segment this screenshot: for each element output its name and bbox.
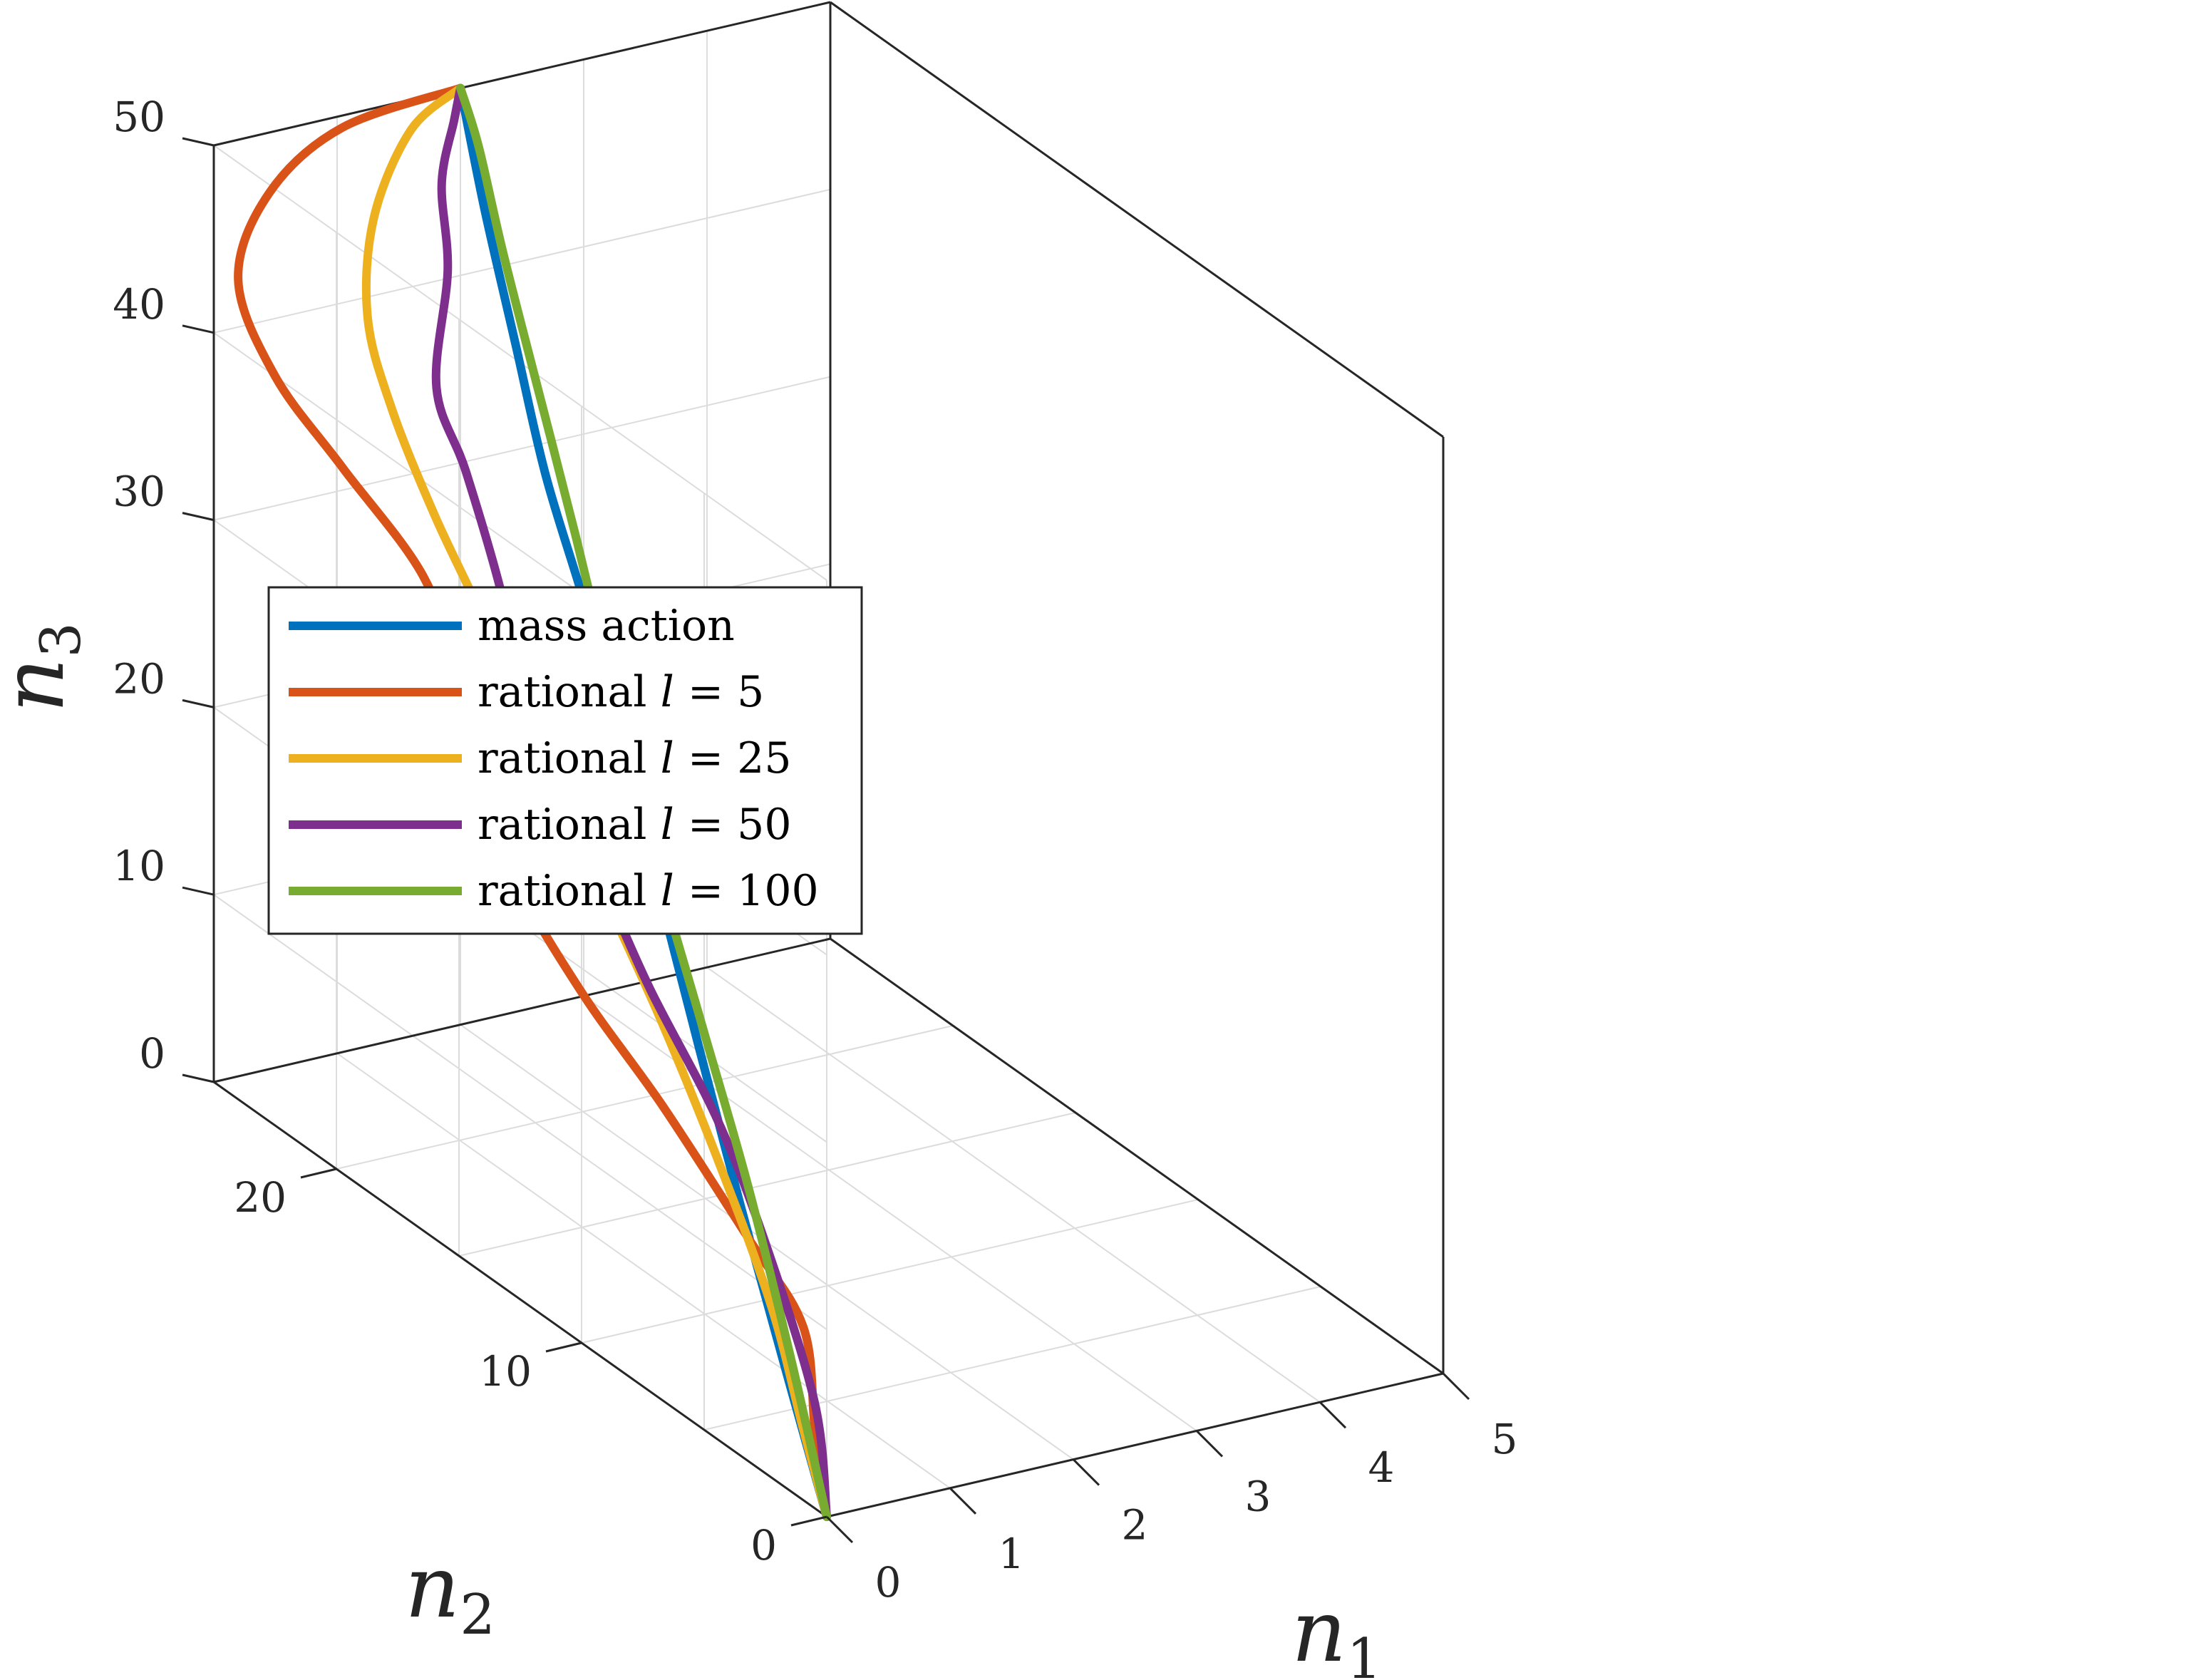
y-tick	[545, 1341, 582, 1353]
x-tick-label: 4	[1368, 1443, 1395, 1492]
z-tick-label: 0	[139, 1029, 165, 1078]
grid-line-x-floor	[706, 967, 1321, 1403]
legend-entry-label: rational l = 25	[478, 733, 792, 783]
grid-line-y-floor	[458, 1112, 1076, 1257]
grid-line-y-floor	[336, 1025, 954, 1170]
box-edge	[213, 1, 831, 147]
z-tick-label: 50	[113, 93, 165, 141]
z-tick	[182, 886, 215, 896]
y-tick-label: 0	[750, 1521, 777, 1570]
legend-entry-label: rational l = 100	[478, 866, 819, 916]
y-axis-title: n2	[405, 1538, 495, 1647]
grid-line-x-floor	[336, 1052, 951, 1489]
axes-box	[212, 1, 1445, 1518]
y-tick-label: 10	[479, 1347, 532, 1396]
x-tick	[1319, 1401, 1347, 1429]
x-axis-title: n1	[1291, 1582, 1382, 1680]
z-tick	[182, 512, 215, 522]
box-edge	[213, 937, 831, 1083]
z-tick-label: 30	[113, 468, 165, 516]
x-tick-label: 0	[875, 1558, 902, 1607]
y-tick-label: 20	[234, 1173, 287, 1222]
box-edge	[830, 1, 1444, 438]
legend: mass action rational l = 5 rational l = 25…	[267, 586, 863, 935]
z-tick-label: 40	[113, 280, 165, 329]
x-tick-label: 1	[999, 1530, 1025, 1578]
z-tick	[182, 1073, 215, 1083]
legend-entry-label: rational l = 50	[478, 800, 792, 850]
grid-line-z-back	[213, 376, 831, 521]
legend-entry-label: mass action	[478, 601, 735, 651]
z-axis-title: n3	[0, 622, 93, 713]
z-tick-label: 10	[113, 842, 165, 890]
x-tick	[1072, 1458, 1100, 1486]
x-tick	[1442, 1372, 1470, 1401]
grid-line-z-side	[213, 894, 827, 1331]
y-axis-line	[213, 1081, 827, 1518]
z-tick	[182, 699, 215, 708]
x-tick	[1195, 1430, 1224, 1458]
z-tick-label: 20	[113, 654, 165, 703]
y-tick	[790, 1515, 827, 1527]
x-tick	[825, 1515, 854, 1544]
x-axis-line	[826, 1372, 1444, 1518]
y-tick	[300, 1168, 337, 1179]
grid-line-y-floor	[703, 1286, 1321, 1431]
legend-entry-label: rational l = 5	[478, 667, 764, 717]
x-tick-label: 5	[1492, 1415, 1518, 1463]
x-tick-label: 3	[1245, 1472, 1271, 1520]
grid-line-y-floor	[581, 1199, 1199, 1344]
grid-line-z-back	[213, 188, 831, 334]
x-tick	[949, 1487, 977, 1515]
z-tick	[182, 137, 215, 147]
z-tick	[182, 324, 215, 334]
box-edge	[830, 937, 1444, 1375]
x-tick-label: 2	[1122, 1501, 1148, 1550]
